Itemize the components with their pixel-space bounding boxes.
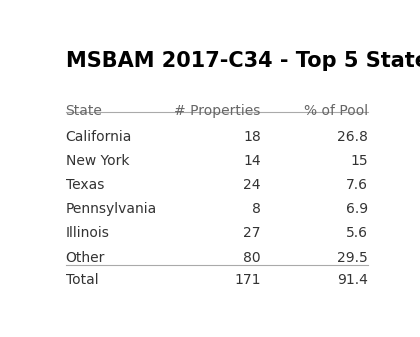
Text: New York: New York <box>66 154 129 168</box>
Text: % of Pool: % of Pool <box>304 104 368 118</box>
Text: Other: Other <box>66 251 105 265</box>
Text: 14: 14 <box>243 154 261 168</box>
Text: 80: 80 <box>243 251 261 265</box>
Text: 8: 8 <box>252 202 261 216</box>
Text: 171: 171 <box>234 273 261 287</box>
Text: State: State <box>66 104 102 118</box>
Text: Texas: Texas <box>66 178 104 192</box>
Text: 91.4: 91.4 <box>337 273 368 287</box>
Text: Illinois: Illinois <box>66 226 109 241</box>
Text: 18: 18 <box>243 130 261 144</box>
Text: Pennsylvania: Pennsylvania <box>66 202 157 216</box>
Text: 6.9: 6.9 <box>346 202 368 216</box>
Text: # Properties: # Properties <box>174 104 261 118</box>
Text: 26.8: 26.8 <box>337 130 368 144</box>
Text: 5.6: 5.6 <box>346 226 368 241</box>
Text: 24: 24 <box>243 178 261 192</box>
Text: MSBAM 2017-C34 - Top 5 States: MSBAM 2017-C34 - Top 5 States <box>66 51 420 71</box>
Text: 27: 27 <box>243 226 261 241</box>
Text: 7.6: 7.6 <box>346 178 368 192</box>
Text: 29.5: 29.5 <box>338 251 368 265</box>
Text: California: California <box>66 130 132 144</box>
Text: Total: Total <box>66 273 98 287</box>
Text: 15: 15 <box>351 154 368 168</box>
